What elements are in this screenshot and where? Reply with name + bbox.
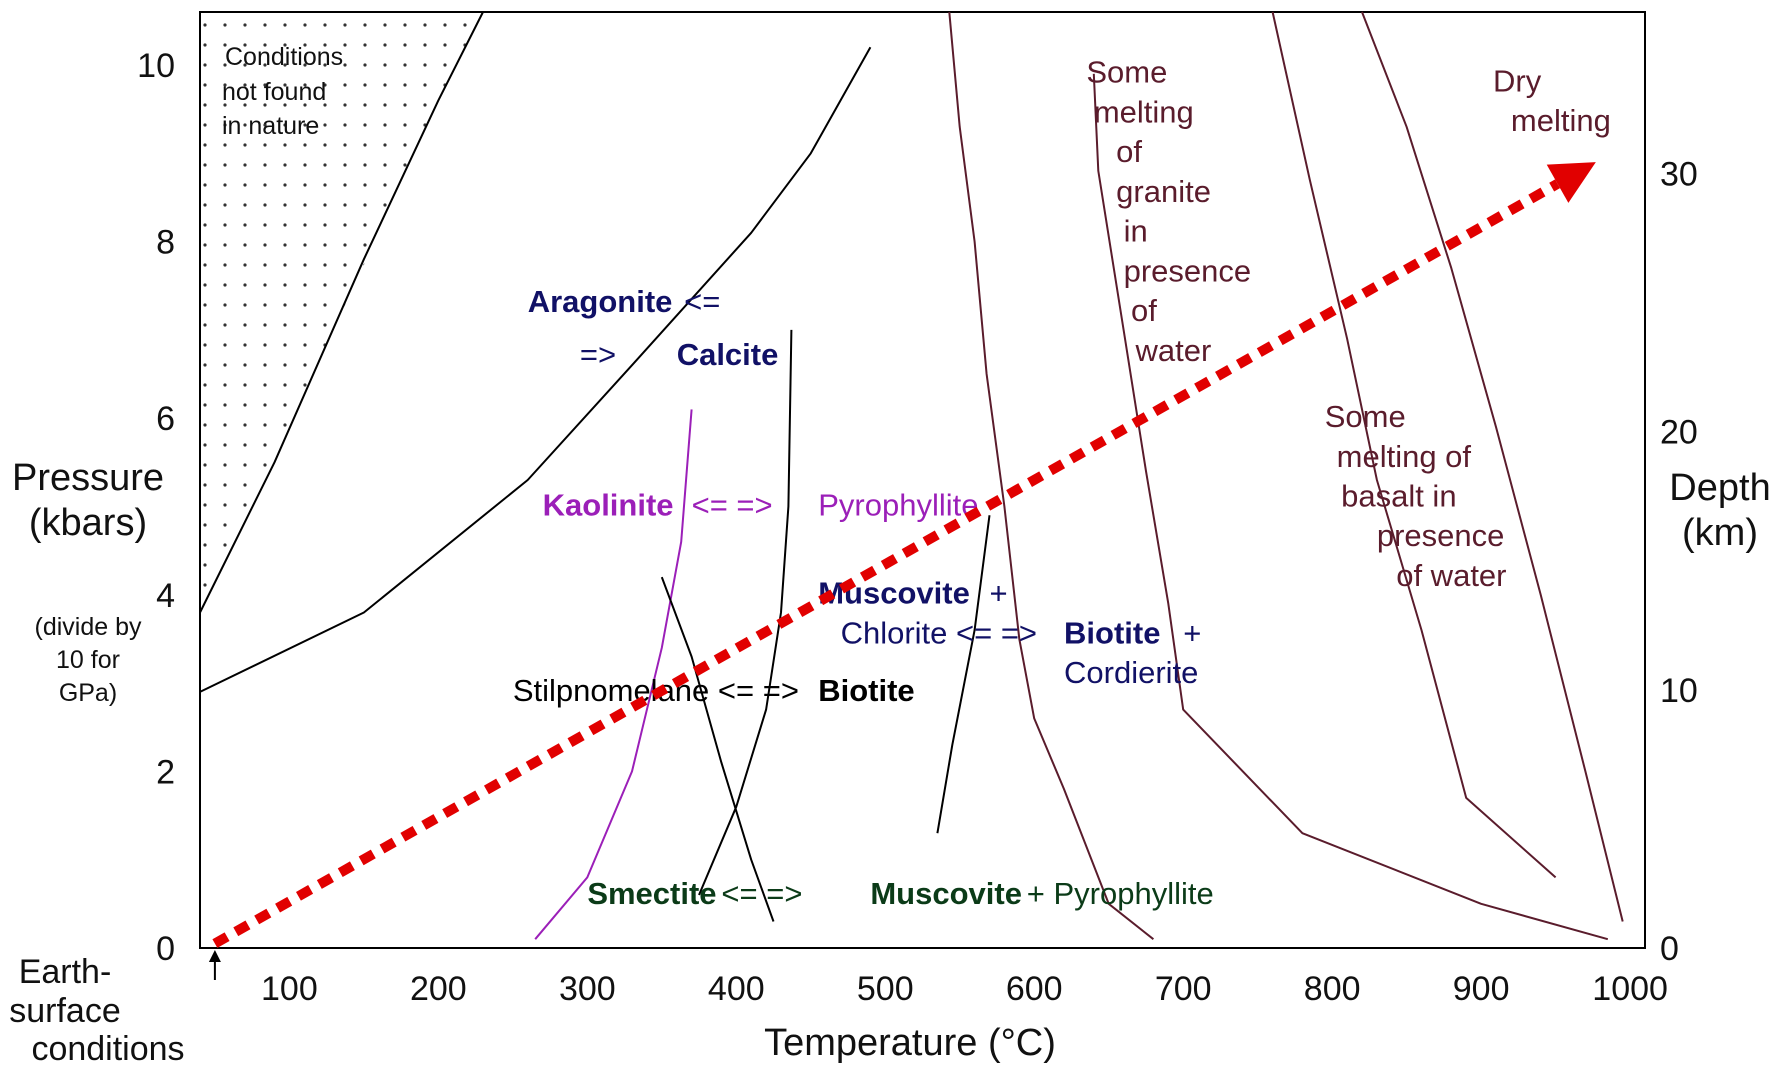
reaction-line <box>534 409 693 940</box>
x-tick-label: 300 <box>559 970 616 1008</box>
surface-label-line: Earth- <box>19 953 112 991</box>
reaction-line <box>199 11 484 613</box>
x-tick-label: 500 <box>857 970 914 1008</box>
region-label-line: in nature <box>222 112 319 140</box>
surface-label-line: surface <box>9 992 121 1030</box>
y-axis-label-line: Pressure <box>12 457 164 499</box>
reaction-label: presence <box>1377 518 1505 553</box>
reaction-label: Some <box>1325 399 1406 434</box>
plot-frame <box>199 11 1646 949</box>
y2-axis-label-line: (km) <box>1682 512 1758 554</box>
reaction-label: of water <box>1396 558 1506 593</box>
reaction-line <box>948 11 1155 940</box>
x-tick-label: 900 <box>1453 970 1510 1008</box>
y-tick-label: 2 <box>156 753 175 791</box>
x-tick-label: 1000 <box>1592 970 1668 1008</box>
reaction-label: Biotite <box>818 673 914 708</box>
surface-label-line: conditions <box>31 1030 184 1065</box>
reaction-line <box>698 329 793 896</box>
x-tick-label: 400 <box>708 970 765 1008</box>
y-tick-label: 8 <box>156 224 175 262</box>
reaction-line <box>199 46 872 693</box>
y2-axis-label-line: Depth <box>1669 467 1770 509</box>
y-axis-note-line: (divide by <box>35 613 142 641</box>
y2-tick-label: 30 <box>1660 155 1698 193</box>
path-arrow-line <box>212 179 1561 948</box>
surface-marker-label: Earth- surface conditions <box>9 953 184 1065</box>
y2-tick-label: 10 <box>1660 672 1698 710</box>
y-axis-label-line: (kbars) <box>29 502 147 544</box>
reaction-label: => <box>580 337 616 372</box>
reaction-label: Pyrophyllite <box>818 487 978 522</box>
reaction-label: melting <box>1511 103 1611 138</box>
y-tick-label: 10 <box>137 47 175 85</box>
x-axis-title: Temperature (°C) <box>764 1022 1056 1064</box>
left-axis-title: Pressure (kbars) (divide by 10 for GPa) <box>12 457 164 707</box>
right-axis-title: Depth (km) <box>1669 467 1770 554</box>
reaction-label: Kaolinite <box>543 487 674 522</box>
x-tick-label: 200 <box>410 970 467 1008</box>
x-tick-label: 700 <box>1155 970 1212 1008</box>
reaction-label: Muscovite <box>870 876 1022 911</box>
y-axis-note-line: GPa) <box>59 679 117 707</box>
x-tick-label: 600 <box>1006 970 1063 1008</box>
y-tick-label: 4 <box>156 577 175 615</box>
reaction-label: of <box>1116 134 1142 169</box>
reaction-label: Chlorite <= => <box>841 615 1037 650</box>
reaction-label: Aragonite <box>528 284 673 319</box>
y2-tick-label: 0 <box>1660 930 1679 968</box>
region-label-line: not found <box>222 78 326 106</box>
reaction-label: basalt in <box>1341 478 1456 513</box>
reaction-label: + <box>990 576 1008 611</box>
path-arrow-head <box>1546 162 1596 203</box>
reaction-label: in <box>1124 214 1148 249</box>
reaction-line <box>1092 73 1609 941</box>
reaction-line <box>1271 11 1557 879</box>
reaction-label: <= => <box>721 876 802 911</box>
reaction-label: Cordierite <box>1064 655 1198 690</box>
x-axis-label: Temperature (°C) <box>764 1022 1056 1064</box>
reaction-line <box>1361 11 1624 922</box>
x-tick-label: 100 <box>261 970 318 1008</box>
y-tick-label: 6 <box>156 400 175 438</box>
reaction-label: + <box>1183 615 1201 650</box>
reaction-label: melting <box>1094 94 1194 129</box>
unreachable-region <box>200 12 484 613</box>
surface-marker-arrowhead <box>208 950 221 962</box>
unreachable-region-label: Conditions not found in nature <box>222 43 343 140</box>
reaction-label: Dry <box>1493 63 1542 98</box>
reaction-label: Smectite <box>587 876 716 911</box>
reaction-label: Calcite <box>677 337 779 372</box>
x-tick-label: 800 <box>1304 970 1361 1008</box>
reaction-label: granite <box>1116 174 1211 209</box>
reaction-label: <= <box>684 284 720 319</box>
reaction-label: + Pyrophyllite <box>1027 876 1214 911</box>
y2-tick-label: 20 <box>1660 414 1698 452</box>
y-axis-note-line: 10 for <box>56 646 120 674</box>
reaction-line <box>936 515 991 834</box>
reaction-label: Muscovite <box>818 576 970 611</box>
reaction-label: presence <box>1124 253 1252 288</box>
reaction-label: of <box>1131 293 1157 328</box>
reaction-line <box>660 576 775 922</box>
reaction-label: Biotite <box>1064 615 1160 650</box>
reaction-label: water <box>1135 333 1212 368</box>
reaction-label: melting of <box>1337 439 1472 474</box>
region-label-line: Conditions <box>225 43 343 71</box>
reaction-label: <= => <box>692 487 773 522</box>
reaction-label: Some <box>1086 55 1167 90</box>
y-tick-label: 0 <box>156 930 175 968</box>
